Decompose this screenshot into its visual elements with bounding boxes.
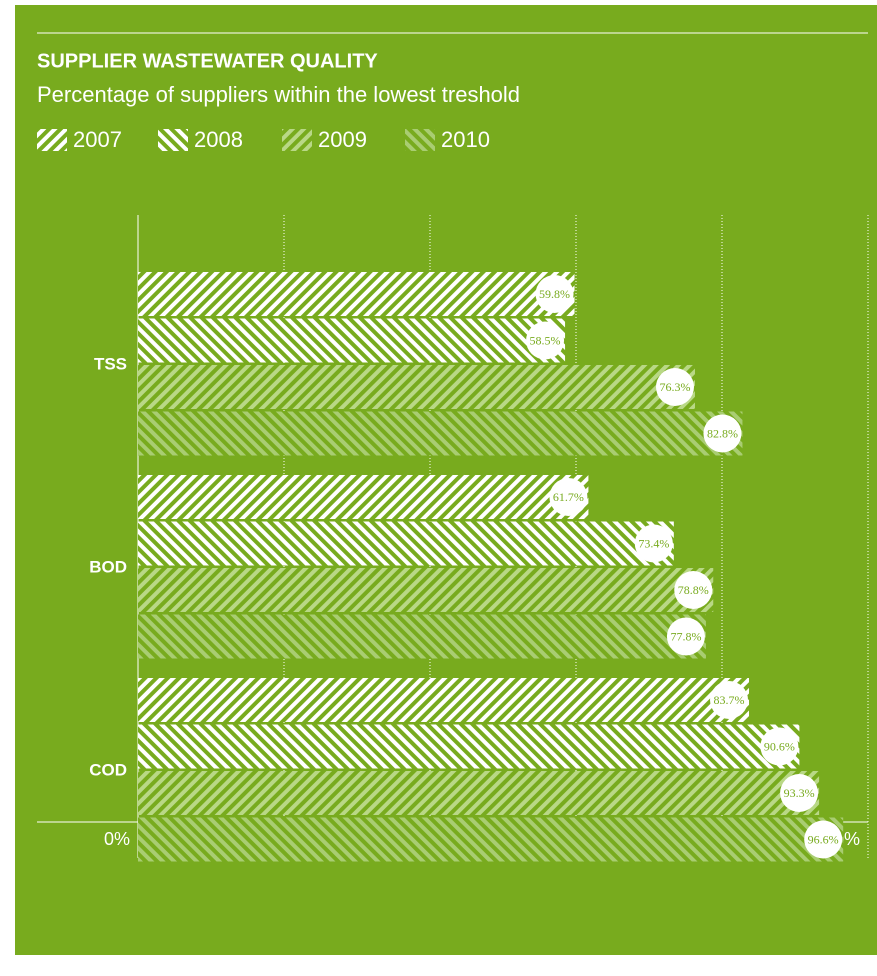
value-badge	[666, 617, 705, 656]
value-badge	[760, 727, 799, 766]
bar	[138, 568, 714, 612]
value-label: 73.4%	[638, 536, 669, 550]
value-badge	[549, 478, 588, 516]
bar	[138, 724, 800, 769]
value-badge	[703, 414, 742, 453]
legend-label: 2009	[318, 127, 367, 152]
bar	[138, 817, 844, 862]
value-label: 58.5%	[530, 333, 561, 347]
bar	[138, 771, 820, 815]
value-badge	[804, 820, 843, 859]
y-tick-label: COD	[89, 760, 127, 779]
bar	[138, 318, 566, 363]
bar	[138, 411, 743, 456]
value-badge	[780, 774, 819, 812]
value-badge	[710, 681, 749, 719]
value-label: 59.8%	[539, 287, 570, 301]
value-label: 90.6%	[764, 739, 795, 753]
bar	[138, 678, 750, 722]
legend-label: 2010	[441, 127, 490, 152]
bar	[138, 475, 589, 519]
bar	[138, 365, 695, 409]
legend-swatch	[282, 129, 312, 151]
value-label: 78.8%	[678, 583, 709, 597]
legend-swatch	[37, 129, 67, 151]
value-label: 76.3%	[659, 380, 690, 394]
value-label: 77.8%	[670, 629, 701, 643]
value-label: 61.7%	[553, 490, 584, 504]
value-label: 82.8%	[707, 426, 738, 440]
value-badge	[655, 368, 694, 406]
value-label: 83.7%	[714, 693, 745, 707]
chart-title: SUPPLIER WASTEWATER QUALITY	[37, 50, 378, 72]
y-tick-label: TSS	[94, 354, 127, 373]
value-label: 96.6%	[808, 832, 839, 846]
y-tick-label: BOD	[89, 557, 127, 576]
value-badge	[526, 321, 565, 360]
legend-swatch	[158, 129, 188, 151]
value-badge	[535, 275, 574, 313]
chart-subtitle: Percentage of suppliers within the lowes…	[37, 82, 520, 107]
value-label: 93.3%	[784, 786, 815, 800]
value-badge	[634, 524, 673, 563]
value-badge	[674, 571, 713, 609]
legend-swatch	[405, 129, 435, 151]
legend-label: 2008	[194, 127, 243, 152]
bar	[138, 614, 706, 659]
bar	[138, 521, 674, 566]
x-tick-label: 0%	[104, 829, 130, 849]
legend-label: 2007	[73, 127, 122, 152]
bar	[138, 272, 575, 316]
